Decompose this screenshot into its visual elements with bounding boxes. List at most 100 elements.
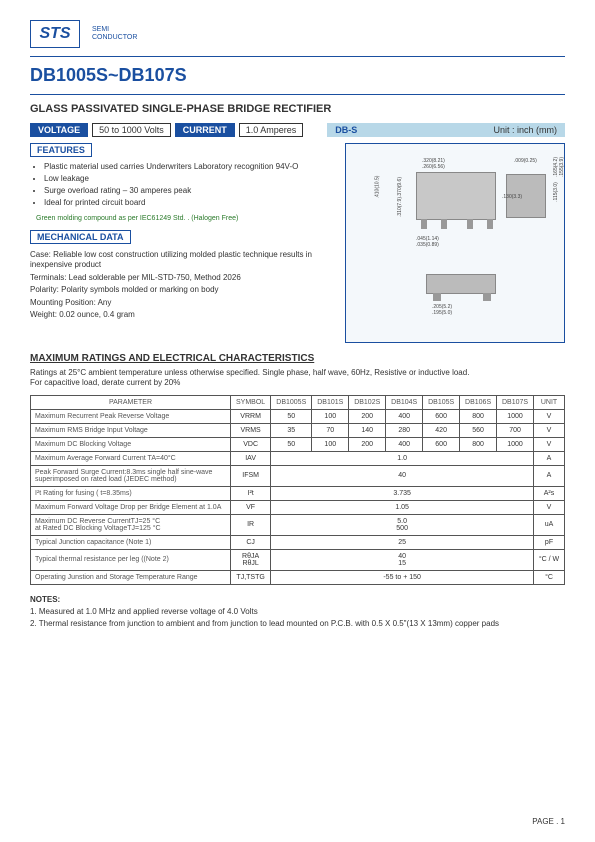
mech-line: Weight: 0.02 ounce, 0.4 gram [30,310,335,320]
table-header-cell: DB102S [349,395,386,409]
table-row: Maximum DC Blocking VoltageVDC5010020040… [31,437,565,451]
value-cell: 100 [312,437,349,451]
symbol-cell: VRRM [231,409,271,423]
param-cell: Maximum Average Forward Current TA=40°C [31,451,231,465]
package-top-view [416,172,496,220]
mechanical-heading: MECHANICAL DATA [30,230,131,244]
table-header-cell: SYMBOL [231,395,271,409]
features-list: Plastic material used carries Underwrite… [44,161,335,209]
unit-cell: °C / W [534,549,565,570]
value-cell: 50 [271,437,312,451]
value-cell: 35 [271,423,312,437]
symbol-cell: VDC [231,437,271,451]
value-cell-span: 40 [271,465,534,486]
table-header-cell: DB107S [497,395,534,409]
table-row: Maximum RMS Bridge Input VoltageVRMS3570… [31,423,565,437]
subtitle: GLASS PASSIVATED SINGLE-PHASE BRIDGE REC… [30,103,565,115]
unit-cell: uA [534,514,565,535]
symbol-cell: IR [231,514,271,535]
table-row: Maximum Forward Voltage Drop per Bridge … [31,500,565,514]
table-header-cell: UNIT [534,395,565,409]
current-value: 1.0 Amperes [239,123,304,137]
value-cell: 800 [460,437,497,451]
param-cell: Typical Junction capacitance (Note 1) [31,535,231,549]
param-cell: Maximum Forward Voltage Drop per Bridge … [31,500,231,514]
value-cell: 140 [349,423,386,437]
notes-heading: NOTES: [30,595,565,604]
value-cell-span: 1.05 [271,500,534,514]
value-cell-span: 40 15 [271,549,534,570]
unit-cell: pF [534,535,565,549]
param-cell: Maximum RMS Bridge Input Voltage [31,423,231,437]
mech-line: Mounting Position: Any [30,298,335,308]
table-header-cell: DB104S [386,395,423,409]
value-cell: 70 [312,423,349,437]
halogen-note: Green molding compound as per IEC61249 S… [36,215,335,222]
param-cell: Maximum DC Reverse CurrentTJ=25 °C at Ra… [31,514,231,535]
max-ratings-heading: MAXIMUM RATINGS AND ELECTRICAL CHARACTER… [30,353,565,364]
unit-cell: A [534,465,565,486]
value-cell-span: 25 [271,535,534,549]
table-row: Maximum DC Reverse CurrentTJ=25 °C at Ra… [31,514,565,535]
symbol-cell: VRMS [231,423,271,437]
package-bottom-view [426,274,496,294]
spec-line: VOLTAGE 50 to 1000 Volts CURRENT 1.0 Amp… [30,123,565,137]
notes-section: NOTES: 1. Measured at 1.0 MHz and applie… [30,595,565,628]
param-cell: Peak Forward Surge Current:8.3ms single … [31,465,231,486]
mech-line: Terminals: Lead solderable per MIL-STD-7… [30,273,335,283]
list-item: Surge overload rating – 30 amperes peak [44,185,335,197]
table-row: Typical thermal resistance per leg ((Not… [31,549,565,570]
table-row: I²t Rating for fusing ( t=8.35ms)I²t3.73… [31,486,565,500]
value-cell: 600 [423,409,460,423]
symbol-cell: I²t [231,486,271,500]
value-cell: 280 [386,423,423,437]
current-label: CURRENT [175,123,235,137]
unit-cell: V [534,423,565,437]
value-cell-span: 5.0 500 [271,514,534,535]
unit-cell: V [534,437,565,451]
value-cell: 600 [423,437,460,451]
table-row: Maximum Average Forward Current TA=40°CI… [31,451,565,465]
param-cell: Maximum Recurrent Peak Reverse Voltage [31,409,231,423]
logo-area: STS SEMICONDUCTOR [30,20,565,48]
table-header: PARAMETERSYMBOLDB1005SDB101SDB102SDB104S… [31,395,565,409]
param-cell: I²t Rating for fusing ( t=8.35ms) [31,486,231,500]
note-item: 2. Thermal resistance from junction to a… [30,619,565,628]
symbol-cell: IFSM [231,465,271,486]
logo-subtext: SEMICONDUCTOR [92,26,137,41]
symbol-cell: CJ [231,535,271,549]
logo: STS [30,20,80,48]
max-ratings-intro: Ratings at 25°C ambient temperature unle… [30,368,565,389]
value-cell: 400 [386,437,423,451]
ratings-table: PARAMETERSYMBOLDB1005SDB101SDB102SDB104S… [30,395,565,585]
value-cell-span: 1.0 [271,451,534,465]
table-header-cell: DB105S [423,395,460,409]
param-cell: Typical thermal resistance per leg ((Not… [31,549,231,570]
symbol-cell: RθJA RθJL [231,549,271,570]
value-cell: 100 [312,409,349,423]
package-diagram: .320(8.21) .260(6.56) .009(0.25) .410(10… [345,143,565,343]
value-cell: 200 [349,409,386,423]
features-heading: FEATURES [30,143,92,157]
unit-cell: A [534,451,565,465]
divider [30,56,565,57]
unit-cell: °C [534,570,565,584]
table-row: Maximum Recurrent Peak Reverse VoltageVR… [31,409,565,423]
mech-line: Polarity: Polarity symbols molded or mar… [30,285,335,295]
value-cell-span: -55 to + 150 [271,570,534,584]
page-footer: PAGE . 1 [532,817,565,826]
table-header-cell: PARAMETER [31,395,231,409]
list-item: Ideal for printed circuit board [44,197,335,209]
value-cell: 1000 [497,437,534,451]
table-row: Peak Forward Surge Current:8.3ms single … [31,465,565,486]
unit-cell: V [534,409,565,423]
table-row: Typical Junction capacitance (Note 1)CJ2… [31,535,565,549]
value-cell: 200 [349,437,386,451]
mechanical-section: MECHANICAL DATA Case: Reliable low cost … [30,230,335,320]
table-header-cell: DB101S [312,395,349,409]
value-cell-span: 3.735 [271,486,534,500]
value-cell: 800 [460,409,497,423]
table-row: Operating Junstion and Storage Temperatu… [31,570,565,584]
mech-line: Case: Reliable low cost construction uti… [30,250,335,271]
list-item: Low leakage [44,173,335,185]
